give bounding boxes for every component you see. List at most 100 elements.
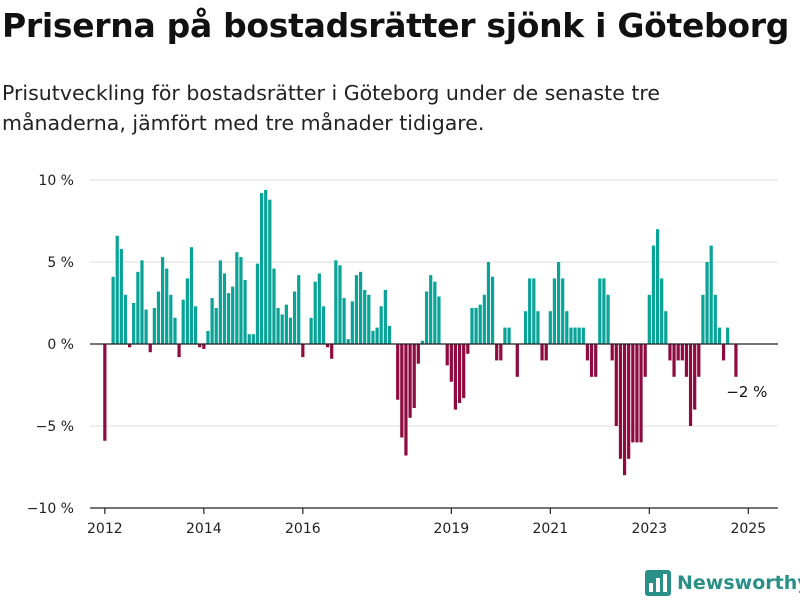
bar: [639, 344, 643, 443]
bar: [247, 334, 251, 344]
bars: [103, 189, 738, 476]
bar: [635, 344, 639, 443]
bar: [165, 268, 169, 344]
bar: [602, 278, 606, 344]
bar: [462, 344, 466, 399]
bar: [325, 344, 330, 348]
bar: [684, 344, 689, 377]
bar: [589, 344, 594, 377]
bar: [136, 271, 140, 344]
bar: [173, 317, 177, 344]
bar: [561, 278, 565, 344]
bar: [243, 280, 247, 344]
bar: [210, 298, 214, 344]
bar: [288, 317, 293, 344]
bar: [713, 294, 717, 344]
bar: [383, 289, 387, 344]
bar: [449, 344, 453, 382]
bar: [594, 344, 598, 377]
bar: [569, 327, 573, 344]
bar: [573, 327, 577, 344]
bar: [317, 273, 321, 344]
grid-lines: [90, 179, 778, 427]
bar: [445, 344, 449, 366]
bar: [726, 327, 730, 344]
bar: [651, 245, 656, 344]
bar: [528, 278, 532, 344]
bar: [350, 301, 354, 344]
bar: [721, 344, 726, 361]
bar: [152, 307, 156, 344]
bar: [627, 344, 631, 459]
x-tick-label: 2016: [285, 521, 321, 537]
bar: [523, 311, 528, 344]
bar: [556, 262, 561, 344]
bar: [367, 294, 371, 344]
bar: [453, 344, 458, 410]
bar: [412, 344, 416, 408]
x-tick-label: 2019: [434, 521, 470, 537]
bar: [610, 344, 614, 361]
bar: [276, 307, 280, 344]
brand-logo: Newsworthy: [645, 568, 800, 598]
bar: [226, 293, 231, 344]
bar: [697, 344, 701, 377]
bar: [260, 193, 264, 344]
y-axis-ticks: 10 % 5 % 0 % −5 % −10 %: [27, 173, 74, 517]
bar: [119, 248, 123, 344]
bar: [655, 229, 660, 344]
bar: [255, 263, 260, 344]
bar: [416, 344, 420, 364]
x-tick-label: 2023: [631, 521, 667, 537]
bar: [103, 344, 107, 441]
bar: [346, 339, 350, 344]
bar: [214, 307, 218, 344]
bar: [581, 327, 585, 344]
newsworthy-chart-icon: [645, 570, 671, 596]
bar: [544, 344, 548, 361]
bar: [264, 189, 268, 344]
bar: [474, 307, 478, 344]
bar: [268, 199, 272, 344]
bar: [482, 294, 486, 344]
bar: [342, 298, 346, 344]
bar: [606, 294, 610, 344]
bar: [177, 344, 181, 358]
bar: [420, 340, 425, 344]
bar: [693, 344, 697, 410]
brand-name: Newsworthy: [677, 572, 800, 594]
bar: [202, 344, 206, 349]
bar: [408, 344, 412, 418]
bar: [515, 344, 519, 377]
bar: [284, 304, 288, 344]
bar: [169, 294, 173, 344]
x-tick-label: 2021: [532, 521, 568, 537]
bar: [198, 344, 202, 348]
x-tick-label: 2014: [186, 521, 222, 537]
bar: [280, 314, 284, 344]
bar: [433, 281, 437, 344]
bar: [490, 276, 495, 344]
bar: [503, 327, 507, 344]
x-tick-label: 2012: [87, 521, 123, 537]
bar: [354, 275, 359, 344]
bar: [647, 294, 651, 344]
bar: [495, 344, 499, 361]
bar: [437, 296, 441, 344]
bar: [338, 265, 342, 344]
bar: [585, 344, 590, 361]
bar: [548, 311, 552, 344]
bar: [251, 334, 255, 344]
bar: [717, 327, 722, 344]
bar: [181, 299, 185, 344]
bar: [532, 278, 536, 344]
bar: [709, 245, 713, 344]
bar: [565, 311, 569, 344]
bar: [643, 344, 647, 377]
bar: [577, 327, 581, 344]
bar: [676, 344, 680, 361]
bar: [321, 306, 326, 344]
bar: [680, 344, 684, 361]
bar: [466, 344, 470, 354]
bar: [206, 330, 210, 344]
